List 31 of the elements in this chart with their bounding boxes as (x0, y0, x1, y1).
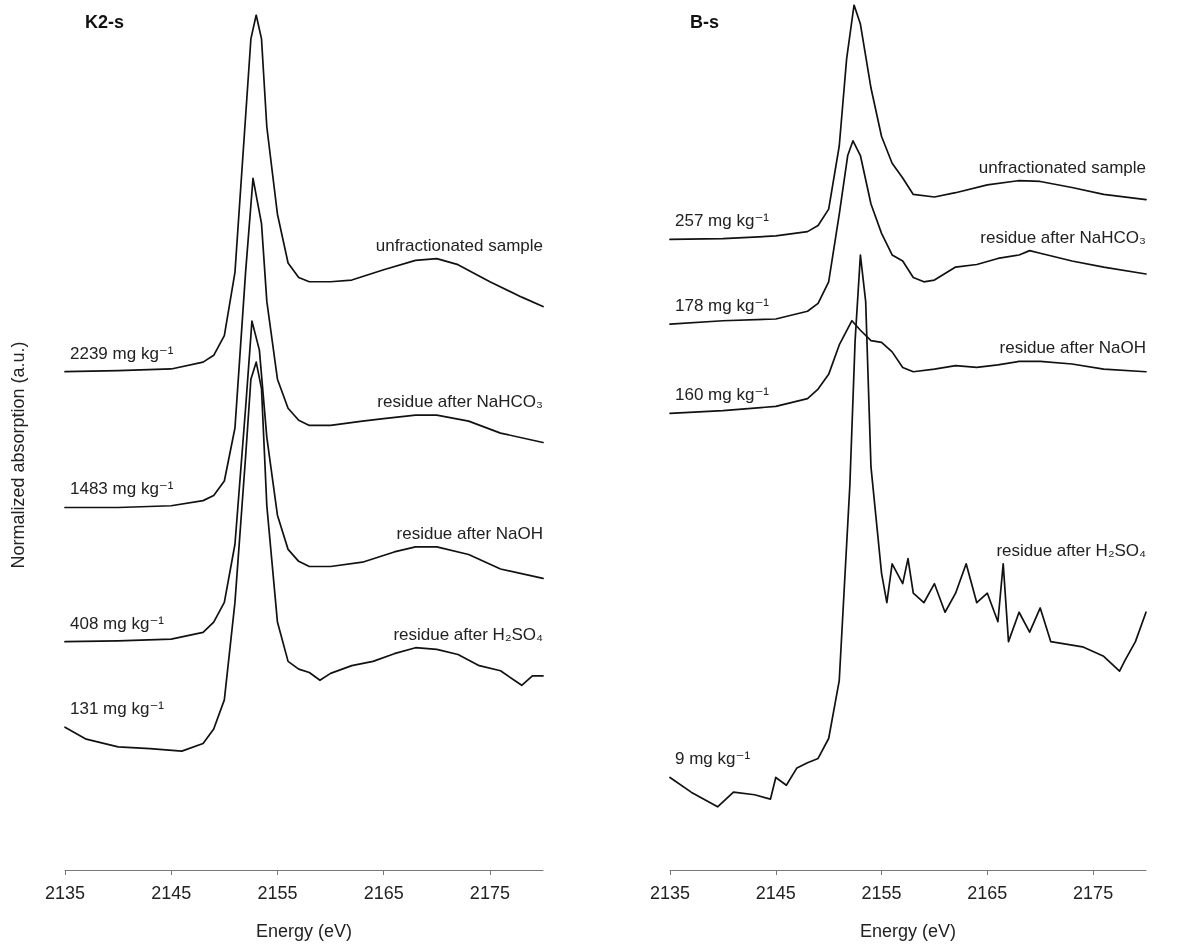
y-axis-title: Normalized absorption (a.u.) (8, 341, 28, 569)
x-tick-label: 2165 (363, 883, 404, 903)
chart-title: B-s (690, 12, 720, 32)
annotation: 9 mg kg⁻¹ (675, 749, 751, 769)
x-tick-label: 2165 (967, 883, 1008, 903)
series-label: residue after NaHCO₃ (980, 227, 1146, 247)
x-tick-label: 2175 (469, 883, 510, 903)
series-label: residue after H₂SO₄ (996, 540, 1147, 560)
x-axis-title: Energy (eV) (255, 921, 353, 941)
x-tick-label: 2155 (861, 883, 902, 903)
annotation: 178 mg kg⁻¹ (675, 296, 770, 316)
chart-title: K2-s (85, 12, 125, 32)
x-tick-label: 2135 (649, 883, 691, 903)
x-tick-label: 2145 (151, 883, 192, 903)
series-label: residue after H₂SO₄ (393, 624, 544, 644)
series-label: residue after NaHCO₃ (377, 392, 543, 412)
series-label: residue after NaOH (999, 338, 1146, 358)
series-label: unfractionated sample (375, 235, 543, 255)
x-tick-label: 2175 (1073, 883, 1114, 903)
x-axis-title: Energy (eV) (859, 921, 957, 941)
x-tick-label: 2145 (755, 883, 796, 903)
x-tick-label: 2135 (44, 883, 86, 903)
annotation: 257 mg kg⁻¹ (675, 211, 770, 231)
annotation: 408 mg kg⁻¹ (70, 613, 165, 633)
annotation: 1483 mg kg⁻¹ (70, 479, 174, 499)
annotation: 160 mg kg⁻¹ (675, 385, 770, 405)
series-label: unfractionated sample (978, 157, 1146, 177)
series-label: residue after NaOH (396, 523, 543, 543)
x-tick-label: 2155 (257, 883, 298, 903)
annotation: 2239 mg kg⁻¹ (70, 343, 174, 363)
annotation: 131 mg kg⁻¹ (70, 699, 165, 719)
